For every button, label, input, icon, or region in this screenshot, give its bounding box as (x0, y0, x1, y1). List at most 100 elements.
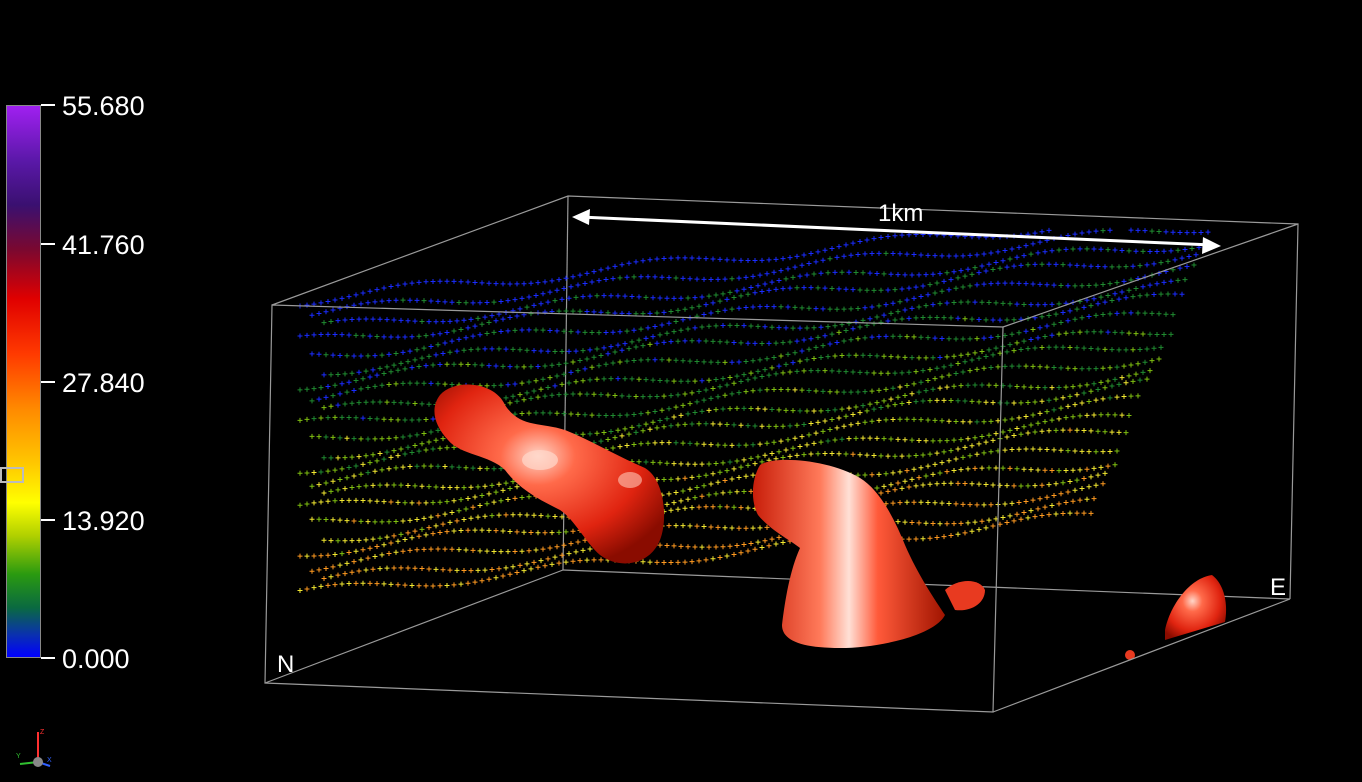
survey-point (1060, 480, 1066, 486)
survey-point (500, 528, 506, 534)
survey-point (832, 353, 838, 359)
survey-point (724, 257, 730, 263)
survey-point (997, 400, 1003, 406)
survey-point (696, 389, 702, 395)
survey-point (577, 308, 583, 314)
survey-point (584, 270, 590, 276)
survey-point (463, 300, 469, 306)
survey-point (1198, 229, 1204, 235)
survey-point (904, 334, 910, 340)
survey-point (1147, 331, 1153, 337)
survey-point (617, 412, 623, 418)
survey-point (937, 354, 943, 360)
survey-point (776, 325, 782, 331)
survey-point (533, 547, 539, 553)
survey-point (393, 549, 399, 555)
survey-point (398, 531, 404, 537)
survey-point (689, 338, 695, 344)
survey-point (512, 297, 518, 303)
survey-point (468, 484, 474, 490)
survey-point (1091, 381, 1097, 387)
survey-point (1126, 287, 1132, 293)
survey-point (724, 339, 730, 345)
survey-point (993, 345, 999, 351)
survey-point (346, 550, 352, 556)
survey-point (1035, 302, 1041, 308)
survey-point (1161, 248, 1167, 254)
survey-point (659, 357, 665, 363)
survey-point (846, 320, 852, 326)
survey-point (965, 466, 971, 472)
colorbar-threshold-handle[interactable] (0, 467, 24, 483)
survey-point (724, 553, 730, 559)
survey-point (363, 453, 369, 459)
survey-point (1053, 481, 1059, 487)
survey-point (944, 354, 950, 360)
survey-point (909, 355, 915, 361)
survey-point (780, 370, 786, 376)
survey-point (899, 485, 905, 491)
survey-point (517, 392, 523, 398)
survey-point (913, 399, 919, 405)
survey-point (575, 368, 581, 374)
survey-point (951, 269, 957, 275)
survey-point (1028, 302, 1034, 308)
survey-point (353, 378, 359, 384)
survey-point (680, 275, 686, 281)
survey-point (652, 274, 658, 280)
survey-point (444, 499, 450, 505)
survey-point (316, 351, 322, 357)
survey-point (633, 429, 639, 435)
survey-point (1046, 428, 1052, 434)
survey-point (379, 552, 385, 558)
survey-point (1044, 446, 1050, 452)
survey-point (309, 568, 315, 574)
survey-point (881, 271, 887, 277)
survey-point (1065, 403, 1071, 409)
survey-point (818, 439, 824, 445)
survey-point (337, 517, 343, 523)
survey-point (895, 519, 901, 525)
survey-point (1098, 329, 1104, 335)
survey-point (328, 372, 334, 378)
survey-point (808, 285, 814, 291)
survey-point (727, 489, 733, 495)
survey-point (696, 303, 702, 309)
survey-point (1137, 377, 1143, 383)
survey-point (745, 423, 751, 429)
survey-point (806, 305, 812, 311)
survey-point (496, 512, 502, 518)
survey-point (1053, 311, 1059, 317)
survey-point (563, 308, 569, 314)
survey-point (654, 310, 660, 316)
survey-point (941, 449, 947, 455)
survey-point (395, 417, 401, 423)
survey-point (727, 289, 733, 295)
survey-point (428, 298, 434, 304)
survey-point (1051, 282, 1057, 288)
survey-point (297, 588, 303, 594)
survey-point (358, 471, 364, 477)
survey-point (927, 398, 933, 404)
survey-point (1025, 400, 1031, 406)
survey-point (531, 559, 537, 565)
survey-point (400, 380, 406, 386)
survey-point (759, 459, 765, 465)
survey-point (402, 417, 408, 423)
survey-point (468, 316, 474, 322)
survey-point (710, 385, 716, 391)
survey-point (813, 259, 819, 265)
survey-point (554, 544, 560, 550)
survey-point (1123, 264, 1129, 270)
survey-point (759, 423, 765, 429)
survey-point (703, 338, 709, 344)
axes-triad-icon[interactable]: Y Z X (14, 726, 54, 770)
survey-point (472, 323, 478, 329)
survey-point (1156, 228, 1162, 234)
survey-point (932, 335, 938, 341)
survey-point (664, 295, 670, 301)
survey-point (808, 421, 814, 427)
survey-lines (297, 227, 1211, 594)
